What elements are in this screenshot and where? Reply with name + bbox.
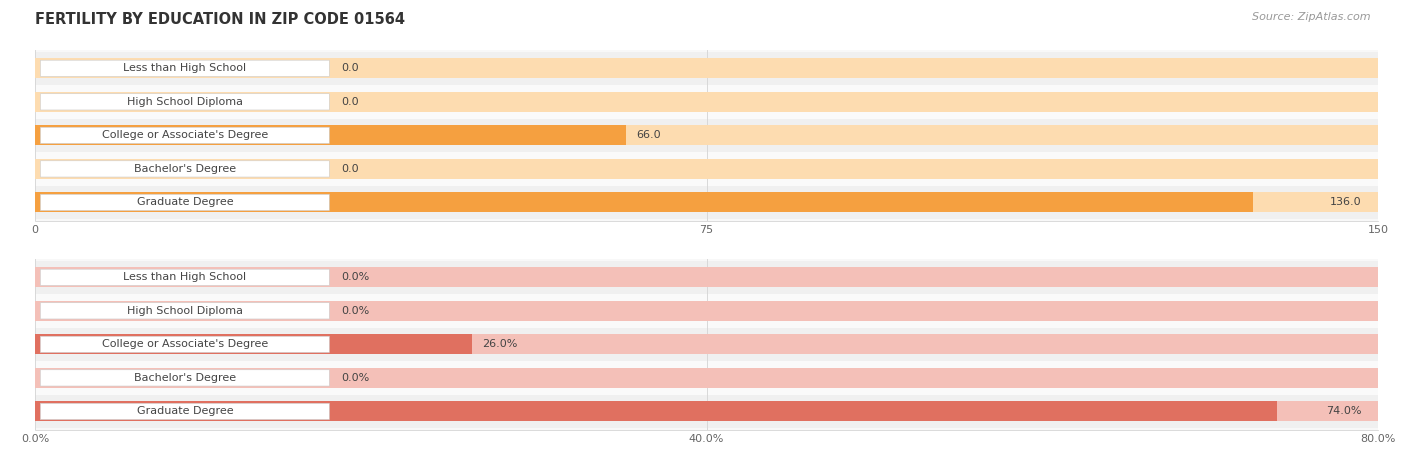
FancyBboxPatch shape: [41, 161, 329, 177]
FancyBboxPatch shape: [41, 194, 329, 210]
Bar: [35, 52, 1378, 85]
Text: High School Diploma: High School Diploma: [127, 97, 243, 107]
Text: College or Associate's Degree: College or Associate's Degree: [101, 130, 269, 141]
Text: High School Diploma: High School Diploma: [127, 306, 243, 316]
Text: 0.0%: 0.0%: [342, 306, 370, 316]
Bar: [35, 361, 1378, 395]
Text: 0.0: 0.0: [342, 63, 359, 73]
Text: 74.0%: 74.0%: [1326, 407, 1362, 417]
Text: Less than High School: Less than High School: [124, 272, 246, 282]
FancyBboxPatch shape: [41, 303, 329, 319]
Bar: [35, 125, 1378, 145]
Bar: [35, 85, 1378, 119]
Bar: [35, 119, 1378, 152]
Text: College or Associate's Degree: College or Associate's Degree: [101, 339, 269, 350]
FancyBboxPatch shape: [41, 403, 329, 419]
Text: 66.0: 66.0: [637, 130, 661, 141]
Text: 0.0%: 0.0%: [342, 272, 370, 282]
FancyBboxPatch shape: [41, 269, 329, 285]
Bar: [35, 368, 1378, 388]
Bar: [35, 125, 626, 145]
FancyBboxPatch shape: [41, 127, 329, 143]
Bar: [35, 301, 1378, 321]
Bar: [35, 334, 1378, 354]
Bar: [35, 192, 1378, 212]
Text: Source: ZipAtlas.com: Source: ZipAtlas.com: [1253, 12, 1371, 22]
Bar: [35, 261, 1378, 294]
Text: FERTILITY BY EDUCATION IN ZIP CODE 01564: FERTILITY BY EDUCATION IN ZIP CODE 01564: [35, 12, 405, 27]
Bar: [35, 159, 1378, 179]
Text: Bachelor's Degree: Bachelor's Degree: [134, 164, 236, 174]
Text: 0.0%: 0.0%: [342, 373, 370, 383]
Text: 0.0: 0.0: [342, 97, 359, 107]
Bar: [35, 401, 1277, 421]
Bar: [35, 395, 1378, 428]
Bar: [35, 294, 1378, 328]
Bar: [35, 328, 1378, 361]
Bar: [35, 401, 1378, 421]
FancyBboxPatch shape: [41, 336, 329, 352]
FancyBboxPatch shape: [41, 60, 329, 76]
Text: Less than High School: Less than High School: [124, 63, 246, 73]
Bar: [35, 192, 1253, 212]
Bar: [35, 267, 1378, 287]
Text: Graduate Degree: Graduate Degree: [136, 407, 233, 417]
Bar: [35, 92, 1378, 112]
FancyBboxPatch shape: [41, 94, 329, 110]
Bar: [35, 186, 1378, 219]
Text: Graduate Degree: Graduate Degree: [136, 198, 233, 208]
Text: 0.0: 0.0: [342, 164, 359, 174]
FancyBboxPatch shape: [41, 370, 329, 386]
Bar: [35, 334, 471, 354]
Text: 136.0: 136.0: [1330, 198, 1362, 208]
Text: 26.0%: 26.0%: [482, 339, 517, 350]
Bar: [35, 58, 1378, 78]
Bar: [35, 152, 1378, 186]
Text: Bachelor's Degree: Bachelor's Degree: [134, 373, 236, 383]
